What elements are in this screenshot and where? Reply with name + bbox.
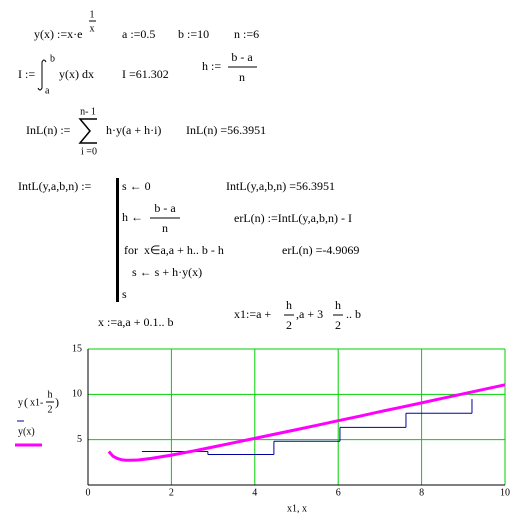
expr: n- 1	[80, 106, 96, 117]
expr: h	[335, 298, 341, 312]
expr: y(x) :=x·e	[34, 27, 82, 41]
series-line	[107, 383, 506, 462]
result: erL(n) =-4.9069	[282, 243, 359, 257]
expr: for x∈a,a + h.. b - h	[124, 243, 224, 257]
legend-label: x1-	[30, 397, 43, 408]
expr: n	[162, 221, 168, 235]
expr: s ← 0	[122, 179, 151, 193]
expr: s ← s + h·y(x)	[132, 265, 202, 279]
program-bar	[116, 178, 119, 302]
paren: )	[55, 395, 59, 409]
expr: a	[45, 85, 50, 96]
expr: b	[50, 53, 55, 64]
expr: i =0	[81, 146, 97, 157]
expr: b - a	[154, 201, 176, 215]
y-tick-label: 10	[72, 389, 82, 400]
expr: ,a + 3	[296, 307, 323, 321]
expr: .. b	[346, 307, 361, 321]
expr: I :=	[18, 67, 35, 81]
x-tick-label: 10	[500, 487, 510, 498]
expr: s	[122, 287, 127, 301]
legend-label: 2	[48, 404, 53, 415]
integral-sign	[37, 59, 47, 91]
expr: n	[239, 70, 245, 84]
x-tick-label: 4	[252, 487, 257, 498]
expr: x :=a,a + 0.1.. b	[98, 315, 174, 329]
expr: b :=10	[178, 27, 209, 41]
expr: IntL(y,a,b,n) :=	[18, 179, 92, 193]
y-tick-label: 15	[72, 343, 82, 354]
y-tick-label: 5	[77, 434, 82, 445]
expr: 2	[286, 318, 292, 332]
x-tick-label: 8	[419, 487, 424, 498]
expr: InL(n) :=	[26, 123, 71, 137]
expr: 2	[335, 318, 341, 332]
legend-label: h	[48, 389, 53, 400]
expr: y(x) dx	[59, 67, 94, 81]
result: InL(n) =56.3951	[186, 123, 266, 137]
legend-label: y	[18, 397, 23, 408]
x-axis-label: x1, x	[287, 503, 307, 514]
expr: n :=6	[234, 27, 259, 41]
x-tick-label: 6	[336, 487, 341, 498]
result: IntL(y,a,b,n) =56.3951	[226, 179, 335, 193]
x-tick-label: 0	[86, 487, 91, 498]
expr: b - a	[231, 50, 253, 64]
result: I =61.302	[122, 67, 169, 81]
expr: h·y(a + h·i)	[106, 123, 161, 137]
expr: h	[286, 298, 292, 312]
x-tick-label: 2	[169, 487, 174, 498]
expr: a :=0.5	[122, 27, 155, 41]
sigma-sign	[78, 118, 97, 144]
expr: x1:=a +	[234, 307, 271, 321]
expr: 1	[90, 9, 95, 20]
expr: erL(n) :=IntL(y,a,b,n) - I	[234, 211, 352, 225]
expr: x	[90, 23, 95, 34]
paren: (	[24, 395, 28, 409]
expr: h :=	[202, 59, 221, 73]
expr: h ←	[122, 210, 143, 224]
legend-label: y(x)	[18, 426, 35, 437]
